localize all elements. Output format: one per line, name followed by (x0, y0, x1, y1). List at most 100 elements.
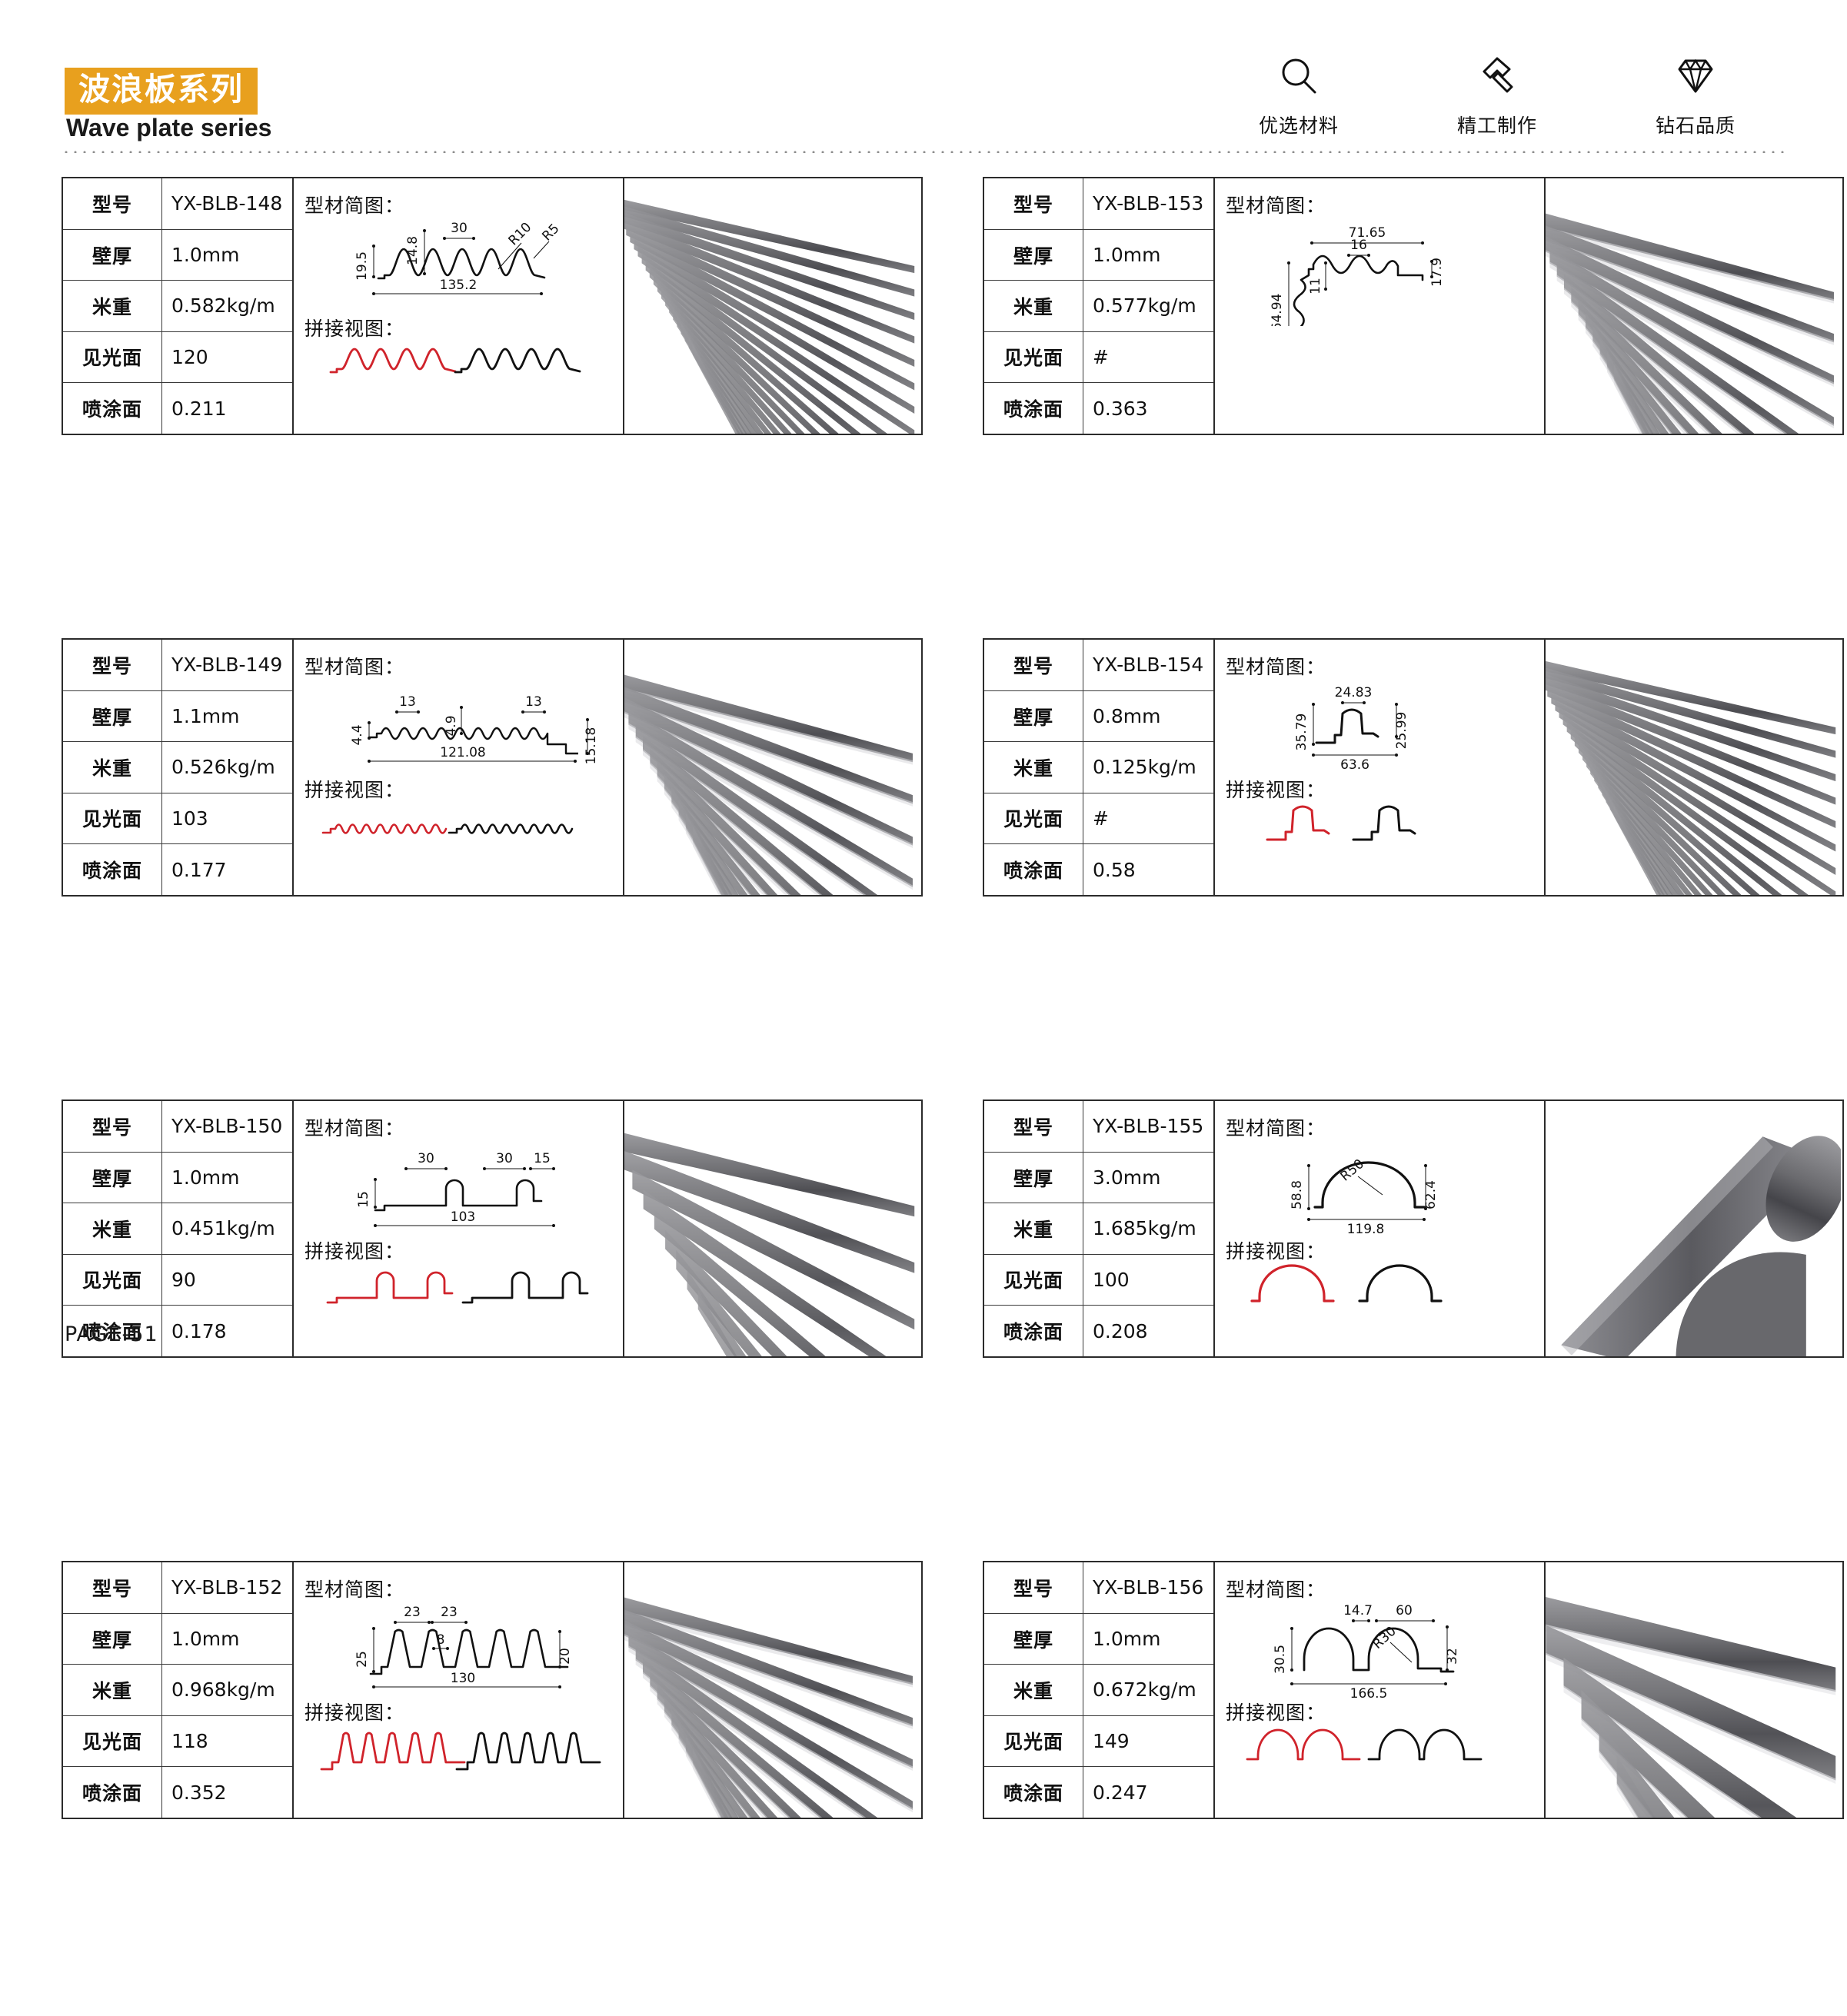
render-panel (624, 1101, 921, 1356)
value-weight: 0.526kg/m (161, 741, 292, 793)
table-row: 见光面 90 (63, 1254, 292, 1306)
label-model: 型号 (63, 640, 162, 691)
svg-text:19.5: 19.5 (354, 251, 370, 281)
product-card[interactable]: 型号 YX-BLB-150 壁厚 1.0mm 米重 0.451kg/m 见光面 … (62, 1099, 923, 1358)
svg-text:121.08: 121.08 (440, 745, 485, 760)
render-panel (1546, 640, 1842, 895)
table-row: 见光面 103 (63, 793, 292, 845)
svg-text:25.99: 25.99 (1394, 712, 1409, 750)
svg-text:71.65: 71.65 (1349, 225, 1386, 241)
svg-text:11: 11 (1308, 278, 1323, 294)
header-divider (62, 151, 1785, 153)
spec-table-panel: 型号 YX-BLB-153 壁厚 1.0mm 米重 0.577kg/m 见光面 … (984, 178, 1215, 434)
label-coated-face: 喷涂面 (984, 1305, 1083, 1356)
value-thickness: 1.1mm (161, 690, 292, 743)
table-row: 壁厚 1.0mm (63, 1152, 292, 1204)
value-weight: 0.582kg/m (161, 280, 292, 332)
svg-text:R10: R10 (506, 220, 535, 249)
value-visible-face: 120 (161, 331, 292, 384)
svg-text:14.7: 14.7 (1343, 1603, 1373, 1618)
spec-table: 型号 YX-BLB-148 壁厚 1.0mm 米重 0.582kg/m 见光面 … (63, 178, 292, 434)
profile-label: 型材简图： (1226, 195, 1326, 217)
splice-label: 拼接视图： (305, 1240, 405, 1262)
product-card[interactable]: 型号 YX-BLB-149 壁厚 1.1mm 米重 0.526kg/m 见光面 … (62, 638, 923, 897)
value-model: YX-BLB-148 (161, 178, 292, 230)
profile-diagram: 4.4 13 4.9 13 15.18 121.08 (350, 694, 599, 764)
svg-text:135.2: 135.2 (440, 278, 478, 293)
svg-text:103: 103 (451, 1209, 475, 1225)
table-row: 壁厚 3.0mm (984, 1152, 1213, 1204)
product-card[interactable]: 型号 YX-BLB-148 壁厚 1.0mm 米重 0.582kg/m 见光面 … (62, 177, 923, 435)
product-card[interactable]: 型号 YX-BLB-156 壁厚 1.0mm 米重 0.672kg/m 见光面 … (983, 1561, 1844, 1819)
label-model: 型号 (63, 1562, 162, 1614)
value-thickness: 1.0mm (161, 229, 292, 281)
table-row: 型号 YX-BLB-155 (984, 1101, 1213, 1153)
svg-text:130: 130 (451, 1671, 475, 1686)
product-render (624, 1133, 915, 1356)
table-row: 型号 YX-BLB-153 (984, 178, 1213, 230)
value-visible-face: 100 (1083, 1254, 1213, 1306)
svg-text:4.4: 4.4 (350, 724, 365, 745)
product-render (1546, 213, 1834, 434)
value-visible-face: 118 (161, 1715, 292, 1768)
label-thickness: 壁厚 (63, 1613, 162, 1665)
splice-diagram (1266, 805, 1416, 841)
table-row: 米重 0.582kg/m (63, 280, 292, 332)
table-row: 喷涂面 0.208 (984, 1305, 1213, 1356)
table-row: 米重 0.125kg/m (984, 741, 1213, 793)
label-visible-face: 见光面 (984, 331, 1083, 384)
splice-diagram (1250, 1264, 1443, 1302)
product-card[interactable]: 型号 YX-BLB-154 壁厚 0.8mm 米重 0.125kg/m 见光面 … (983, 638, 1844, 897)
svg-text:8: 8 (437, 1632, 445, 1648)
feature-material-label: 优选材料 (1258, 115, 1339, 137)
table-row: 米重 1.685kg/m (984, 1203, 1213, 1255)
product-card[interactable]: 型号 YX-BLB-153 壁厚 1.0mm 米重 0.577kg/m 见光面 … (983, 177, 1844, 435)
svg-text:15: 15 (534, 1151, 551, 1166)
table-row: 喷涂面 0.352 (63, 1766, 292, 1818)
svg-text:32: 32 (1445, 1648, 1460, 1665)
table-row: 壁厚 1.0mm (63, 1613, 292, 1665)
table-row: 型号 YX-BLB-152 (63, 1562, 292, 1614)
spec-table-panel: 型号 YX-BLB-152 壁厚 1.0mm 米重 0.968kg/m 见光面 … (63, 1562, 294, 1818)
product-render (1546, 660, 1836, 895)
value-coated-face: 0.247 (1093, 1781, 1148, 1804)
search-icon (1276, 52, 1321, 100)
profile-label: 型材简图： (1226, 1117, 1326, 1139)
value-model: YX-BLB-150 (161, 1101, 292, 1153)
svg-text:60: 60 (1396, 1603, 1413, 1618)
product-card[interactable]: 型号 YX-BLB-152 壁厚 1.0mm 米重 0.968kg/m 见光面 … (62, 1561, 923, 1819)
splice-diagram (320, 1732, 601, 1771)
label-visible-face: 见光面 (984, 793, 1083, 845)
value-thickness: 1.0mm (161, 1613, 292, 1665)
table-row: 壁厚 1.0mm (984, 1613, 1213, 1665)
label-thickness: 壁厚 (984, 1613, 1083, 1665)
value-model: YX-BLB-154 (1083, 640, 1213, 691)
table-row: 米重 0.526kg/m (63, 741, 292, 793)
svg-text:15: 15 (356, 1191, 371, 1208)
profile-label: 型材简图： (305, 1117, 405, 1139)
label-visible-face: 见光面 (63, 331, 162, 384)
label-weight: 米重 (63, 1664, 162, 1716)
table-row: 壁厚 1.0mm (984, 229, 1213, 281)
svg-text:62.4: 62.4 (1423, 1180, 1439, 1209)
product-card[interactable]: 型号 YX-BLB-155 壁厚 3.0mm 米重 1.685kg/m 见光面 … (983, 1099, 1844, 1358)
spec-table: 型号 YX-BLB-153 壁厚 1.0mm 米重 0.577kg/m 见光面 … (984, 178, 1213, 434)
svg-text:30: 30 (451, 221, 468, 236)
table-row: 米重 0.672kg/m (984, 1664, 1213, 1716)
svg-text:25: 25 (354, 1651, 370, 1668)
table-row: 见光面 # (984, 331, 1213, 384)
svg-text:23: 23 (441, 1605, 458, 1620)
label-thickness: 壁厚 (63, 690, 162, 743)
render-panel (624, 178, 921, 434)
label-weight: 米重 (63, 1203, 162, 1255)
diagram-panel: 型材简图： 4.4 13 4.9 13 15.18 121.08 拼接视图： (294, 640, 624, 895)
table-row: 米重 0.577kg/m (984, 280, 1213, 332)
value-coated-face: 0.208 (1093, 1319, 1148, 1342)
value-model: YX-BLB-155 (1083, 1101, 1213, 1153)
svg-text:R5: R5 (539, 221, 562, 244)
value-visible-face: 149 (1083, 1715, 1213, 1768)
svg-text:4.9: 4.9 (444, 715, 459, 736)
svg-text:17.9: 17.9 (1429, 258, 1445, 287)
table-row: 型号 YX-BLB-150 (63, 1101, 292, 1153)
svg-text:58.8: 58.8 (1290, 1180, 1305, 1209)
